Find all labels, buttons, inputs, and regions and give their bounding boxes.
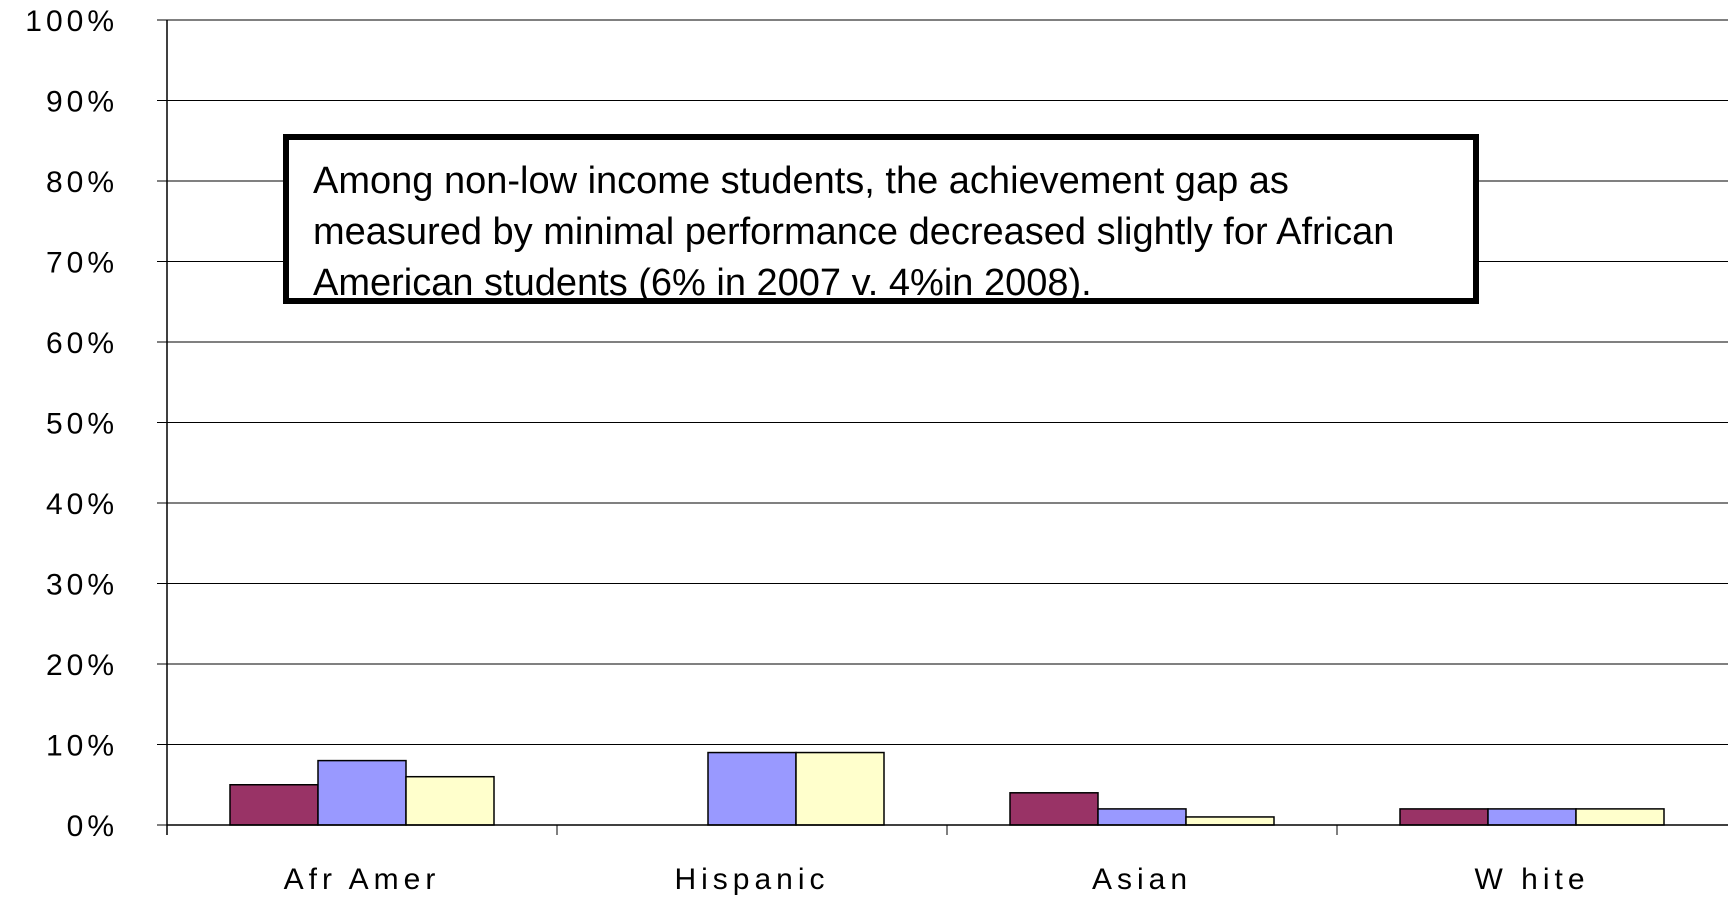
bar <box>707 751 797 826</box>
y-tick-label: 90% <box>46 86 118 119</box>
annotation-callout: Among non-low income students, the achie… <box>283 134 1479 304</box>
bar <box>405 775 495 826</box>
axes <box>166 20 1728 835</box>
y-tick-label: 30% <box>46 569 118 602</box>
bar <box>1399 808 1489 826</box>
y-tick-label: 0% <box>67 810 118 843</box>
bars <box>229 751 1665 826</box>
bar <box>1575 808 1665 826</box>
y-tick-label: 10% <box>46 730 118 763</box>
bar <box>1487 808 1577 826</box>
x-tick-label: W hite <box>1474 863 1589 896</box>
y-tick-label: 70% <box>46 247 118 280</box>
x-tick-label: Hispanic <box>674 863 829 896</box>
bar <box>1009 792 1099 826</box>
x-tick-labels: Afr Amer Hispanic Asian W hite <box>284 863 1589 896</box>
bar <box>795 751 885 826</box>
x-tick-label: Afr Amer <box>284 863 441 896</box>
y-tick-label: 100% <box>25 5 118 38</box>
y-tick-label: 20% <box>46 649 118 682</box>
y-tick-label: 60% <box>46 327 118 360</box>
y-tick-label: 50% <box>46 408 118 441</box>
y-tick-label: 40% <box>46 488 118 521</box>
bar <box>317 759 407 826</box>
y-tick-labels: 0% 10% 20% 30% 40% 50% 60% 70% 80% 90% 100% <box>25 5 118 843</box>
bar <box>1097 808 1187 826</box>
x-tick-label: Asian <box>1092 863 1192 896</box>
bar <box>229 784 319 826</box>
y-tick-label: 80% <box>46 166 118 199</box>
bar <box>1185 816 1275 826</box>
